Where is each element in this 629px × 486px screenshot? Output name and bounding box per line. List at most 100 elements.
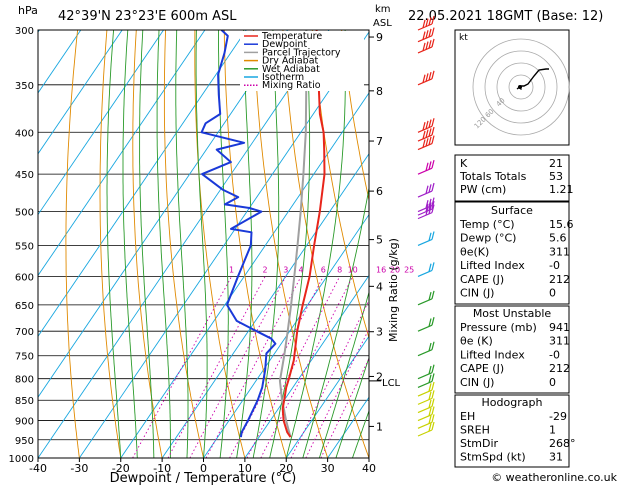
km-tick-label: 3	[376, 326, 383, 339]
wind-barb-flag	[428, 263, 432, 272]
dry-adiabat-line	[606, 30, 629, 458]
legend-entry: Dry Adiabat	[262, 56, 319, 67]
hodograph-title: Hodograph	[482, 396, 543, 409]
mixing-ratio-line	[132, 276, 232, 458]
mixing-ratio-label: 16	[376, 265, 386, 274]
pressure-tick-label: 300	[15, 26, 34, 37]
dry-adiabat-line	[163, 30, 204, 458]
table-box	[454, 201, 570, 305]
km-tick-label: 2	[376, 370, 383, 383]
wind-barb-flag	[428, 71, 432, 81]
mixing-ratio-line	[229, 276, 324, 458]
pressure-tick-label: 550	[15, 241, 34, 252]
lcl-label: LCL	[382, 378, 401, 389]
wind-barb-flag	[428, 383, 432, 392]
wind-barb-flag	[425, 73, 429, 82]
isotherm-line	[38, 30, 289, 398]
wind-barb-flag	[428, 407, 432, 416]
hodograph-ring	[496, 62, 546, 112]
dewpoint-curve	[200, 30, 277, 438]
wind-barb-flag	[431, 70, 435, 79]
wet-adiabat-line	[139, 30, 155, 458]
wind-barb-flag	[428, 136, 432, 146]
wind-barb-flag	[431, 135, 435, 144]
legend-entry: Wet Adiabat	[262, 64, 320, 75]
isotherm-line	[244, 274, 369, 458]
wind-barb-flag	[428, 198, 432, 208]
wet-adiabat-line	[236, 30, 253, 458]
isotherm-line	[203, 213, 369, 458]
table-row-value: 212	[549, 362, 570, 375]
wet-adiabat-line	[195, 30, 208, 458]
legend-entry: Mixing Ratio	[262, 80, 321, 91]
legend-box	[240, 31, 364, 91]
wind-barb-flag	[431, 159, 435, 169]
km-tick-label: 4	[376, 280, 383, 293]
dry-adiabat-line	[132, 30, 163, 458]
x-tick-label: -30	[70, 462, 88, 475]
surface-title: Surface	[491, 204, 533, 217]
wind-barb-flag	[425, 18, 429, 27]
mixing-ratio-label: 1	[229, 265, 234, 274]
hodograph-ring-label: 40	[495, 96, 507, 108]
wind-barb-flag	[431, 341, 435, 350]
table-row-label: EH	[460, 410, 475, 423]
table-row-label: θe (K)	[460, 335, 493, 348]
axes: -40 -30 -20 -10 0 10 20 30 40 300 350 400 450 500 550 6…	[9, 26, 401, 475]
wind-barb-flag	[431, 262, 435, 271]
wind-barb	[417, 78, 433, 86]
km-tick-label: 1	[376, 420, 383, 433]
wind-barb-flag	[428, 423, 432, 432]
wind-barb-flag	[428, 17, 432, 26]
table-row-value: -0	[549, 259, 560, 272]
wind-barb	[417, 35, 433, 43]
mixing-ratio-line	[260, 276, 354, 458]
dry-adiabat-line	[341, 30, 369, 202]
pressure-tick-label: 800	[15, 375, 34, 386]
hodograph-ring-label: 60	[484, 107, 496, 119]
wind-barb	[417, 324, 433, 332]
km-tick-label: 8	[376, 85, 383, 98]
wind-barb	[417, 143, 433, 151]
hodograph-ring	[472, 38, 570, 136]
km-tick-label: 5	[376, 234, 383, 247]
wind-barb-flag	[428, 374, 432, 383]
wind-barb-flag	[428, 342, 432, 352]
wind-barb-flag	[425, 185, 429, 194]
table-row-label: CAPE (J)	[460, 362, 504, 375]
table-row-value: 0	[549, 287, 556, 300]
wind-barb-flag	[431, 390, 435, 399]
wind-barb	[417, 429, 433, 437]
table-box	[454, 394, 570, 468]
asl-label: ASL	[373, 18, 392, 29]
wind-barb-flag	[422, 139, 426, 148]
location-title: 42°39'N 23°23'E 600m ASL	[58, 9, 237, 24]
wind-barb-flag	[428, 184, 432, 193]
table-row-label: K	[460, 157, 468, 170]
dry-adiabat-line	[282, 30, 369, 458]
wind-barb	[417, 190, 433, 198]
wind-barb	[417, 238, 433, 247]
wet-adiabat-line	[156, 30, 171, 458]
background-lines	[38, 30, 629, 458]
table-row-value: -0	[549, 348, 560, 361]
wet-adiabat-line	[106, 30, 122, 458]
isotherm-line	[38, 30, 206, 277]
indices-table: K 21 Totals Totals 53 PW (cm) 1.21 SurfaceTemp…	[454, 154, 576, 468]
table-row-label: θe(K)	[460, 245, 489, 258]
wind-barb	[417, 349, 433, 357]
wind-barb	[417, 23, 433, 31]
wet-adiabat-line	[335, 356, 369, 458]
pressure-tick-label: 900	[15, 417, 34, 428]
mixing-ratio-axis-label: Mixing Ratio (g/kg)	[387, 238, 400, 342]
wind-barb-flag	[425, 129, 429, 138]
dry-adiabat-line	[311, 30, 369, 340]
wet-adiabat-line	[285, 30, 346, 458]
table-row-value: 31	[549, 451, 563, 464]
wet-adiabat-line	[269, 30, 311, 458]
table-row-value: 5.6	[549, 232, 567, 245]
wind-barb	[417, 212, 433, 220]
wind-barb-flag	[425, 120, 429, 130]
